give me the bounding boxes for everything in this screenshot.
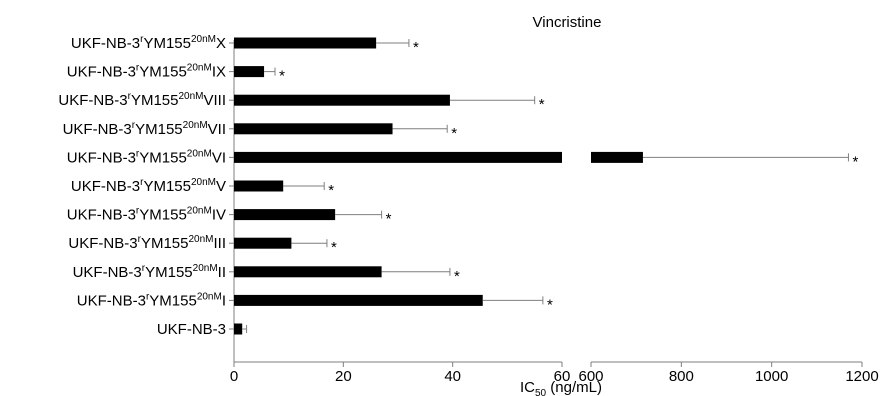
bar bbox=[234, 123, 393, 135]
y-tick-label: UKF-NB-3rYM15520nMX bbox=[71, 34, 226, 52]
chart-title: Vincristine bbox=[533, 14, 602, 31]
x-tick-label: 0 bbox=[230, 368, 238, 385]
y-tick-label-part: 20nM bbox=[183, 120, 208, 131]
significance-asterisk: * bbox=[853, 153, 859, 170]
y-tick-label-part: 20nM bbox=[191, 34, 216, 45]
x-axis-label-subscript: 50 bbox=[535, 388, 547, 396]
bar bbox=[234, 323, 243, 335]
y-tick-label-part: 20nM bbox=[187, 148, 212, 159]
y-tick-label-part: r bbox=[140, 34, 144, 45]
y-tick-label-part: r bbox=[136, 148, 140, 159]
y-tick-label-part: 20nM bbox=[187, 206, 212, 217]
y-tick-label-part: 20nM bbox=[197, 291, 222, 302]
bar bbox=[234, 151, 562, 163]
y-tick-label-part: 20nM bbox=[193, 263, 218, 274]
y-tick-label-part: YM155 bbox=[139, 64, 187, 81]
bar bbox=[234, 37, 377, 49]
bar bbox=[234, 237, 292, 249]
y-tick-label-part: r bbox=[132, 120, 136, 131]
significance-asterisk: * bbox=[539, 96, 545, 113]
y-tick-label-part: II bbox=[218, 264, 226, 281]
y-tick-label-part: YM155 bbox=[143, 35, 191, 52]
x-axis-label-main: IC bbox=[520, 379, 535, 396]
x-tick-label: 60 bbox=[554, 368, 571, 385]
bar bbox=[234, 94, 450, 106]
y-tick-label-part: IX bbox=[212, 64, 226, 81]
y-tick-label-part: UKF-NB-3 bbox=[73, 264, 142, 281]
y-tick-label: UKF-NB-3rYM15520nMIII bbox=[68, 234, 226, 252]
significance-asterisk: * bbox=[386, 211, 392, 228]
y-tick-label-part: r bbox=[136, 63, 140, 74]
bar-continued bbox=[591, 151, 643, 163]
bar bbox=[234, 209, 336, 221]
significance-asterisk: * bbox=[451, 125, 457, 142]
bar bbox=[234, 180, 284, 192]
y-tick-label: UKF-NB-3rYM15520nMVI bbox=[67, 148, 226, 166]
x-tick-label: 800 bbox=[669, 368, 694, 385]
y-tick-label-part: YM155 bbox=[145, 264, 193, 281]
y-tick-label-part: V bbox=[216, 178, 226, 195]
y-tick-label: UKF-NB-3rYM15520nMV bbox=[71, 177, 226, 195]
y-tick-label-part: UKF-NB-3 bbox=[77, 292, 146, 309]
x-tick-label: 40 bbox=[444, 368, 461, 385]
bar bbox=[234, 294, 483, 306]
y-tick-label-part: IV bbox=[212, 207, 226, 224]
y-tick-label-part: r bbox=[128, 91, 132, 102]
y-tick-label-part: 20nM bbox=[178, 91, 203, 102]
y-tick-label-part: 20nM bbox=[191, 177, 216, 188]
significance-asterisk: * bbox=[279, 68, 285, 85]
y-tick-label-part: VIII bbox=[203, 92, 226, 109]
bar bbox=[234, 266, 382, 278]
y-tick-label: UKF-NB-3rYM15520nMII bbox=[73, 263, 226, 281]
y-tick-label-part: 20nM bbox=[188, 234, 213, 245]
significance-asterisk: * bbox=[331, 239, 337, 256]
y-tick-label-part: VI bbox=[212, 149, 226, 166]
y-tick-label-part: UKF-NB-3 bbox=[67, 207, 136, 224]
y-tick-label-part: I bbox=[222, 292, 226, 309]
y-tick-label-part: r bbox=[146, 291, 150, 302]
y-tick-label-part: YM155 bbox=[149, 292, 197, 309]
y-tick-label: UKF-NB-3rYM15520nMI bbox=[77, 291, 226, 309]
bar bbox=[234, 66, 265, 78]
y-tick-label-part: UKF-NB-3 bbox=[71, 35, 140, 52]
x-tick-label: 20 bbox=[335, 368, 352, 385]
y-tick-label-part: r bbox=[140, 177, 144, 188]
y-tick-label-part: UKF-NB-3 bbox=[58, 92, 127, 109]
x-axis-label-units: (ng/mL) bbox=[546, 379, 602, 396]
y-tick-label: UKF-NB-3rYM15520nMIV bbox=[67, 206, 226, 224]
y-tick-label: UKF-NB-3rYM15520nMIX bbox=[67, 63, 226, 81]
y-tick-label-part: YM155 bbox=[139, 149, 187, 166]
y-tick-label-part: YM155 bbox=[139, 207, 187, 224]
y-tick-label-part: UKF-NB-3 bbox=[67, 64, 136, 81]
y-tick-label-part: III bbox=[213, 235, 226, 252]
x-axis-label: IC50 (ng/mL) bbox=[520, 379, 602, 396]
y-tick-label-part: r bbox=[138, 234, 142, 245]
y-tick-label-part: UKF-NB-3 bbox=[67, 149, 136, 166]
y-tick-label: UKF-NB-3 bbox=[157, 321, 226, 338]
y-tick-label-part: UKF-NB-3 bbox=[71, 178, 140, 195]
y-tick-label-part: 20nM bbox=[187, 63, 212, 74]
y-tick-label: UKF-NB-3rYM15520nMVII bbox=[63, 120, 226, 138]
significance-asterisk: * bbox=[413, 39, 419, 56]
x-tick-label: 600 bbox=[578, 368, 603, 385]
x-tick-label: 1000 bbox=[755, 368, 788, 385]
y-tick-label-part: UKF-NB-3 bbox=[68, 235, 137, 252]
y-tick-label-part: VII bbox=[208, 121, 226, 138]
x-tick-label: 1200 bbox=[845, 368, 878, 385]
y-tick-label-part: r bbox=[136, 206, 140, 217]
y-tick-label-part: r bbox=[142, 263, 146, 274]
significance-asterisk: * bbox=[547, 296, 553, 313]
y-tick-label-part: UKF-NB-3 bbox=[63, 121, 132, 138]
y-tick-label-part: YM155 bbox=[141, 235, 189, 252]
significance-asterisk: * bbox=[328, 182, 334, 199]
significance-asterisk: * bbox=[454, 268, 460, 285]
plot-area: 0 20 40 60 600 800 1000 1200UKF-NB-3rYM15520nMX… bbox=[58, 34, 878, 385]
y-tick-label: UKF-NB-3rYM15520nMVIII bbox=[58, 91, 226, 109]
y-tick-label-part: X bbox=[216, 35, 226, 52]
y-tick-label-part: YM155 bbox=[135, 121, 183, 138]
y-tick-label-part: YM155 bbox=[143, 178, 191, 195]
y-tick-label-part: YM155 bbox=[131, 92, 179, 109]
